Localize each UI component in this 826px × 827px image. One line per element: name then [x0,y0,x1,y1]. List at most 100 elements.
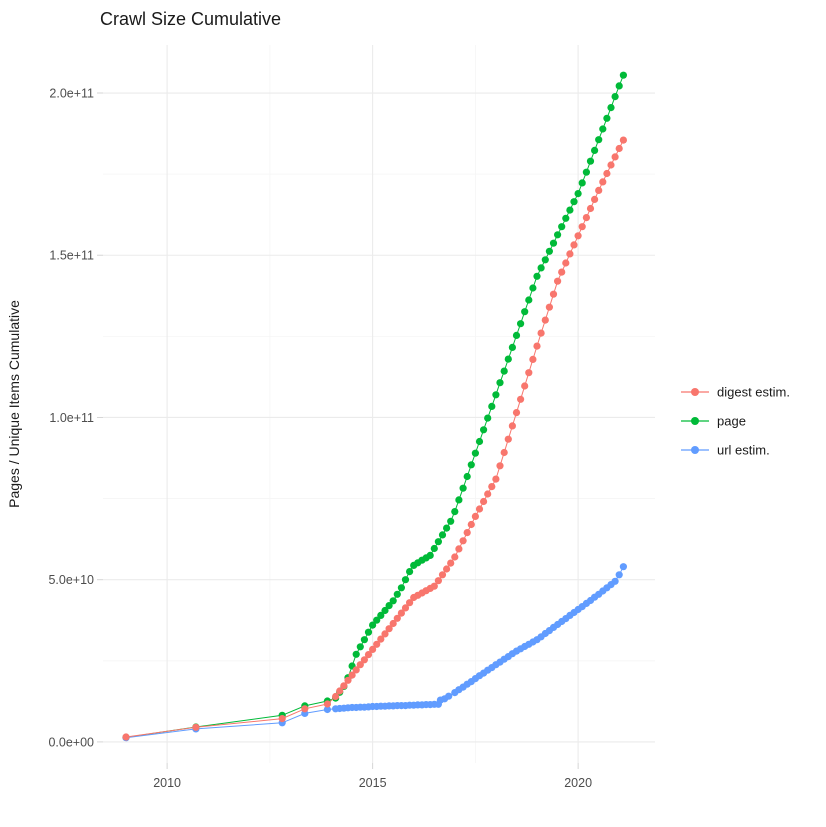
data-point [352,650,360,658]
data-point [393,590,401,598]
data-point [401,576,410,584]
data-point [574,232,582,240]
data-point [599,178,607,186]
data-point [492,391,500,399]
data-point [447,559,455,567]
y-tick-label: 0.0e+00 [48,735,94,749]
data-point [549,239,558,247]
data-point [397,609,405,617]
data-point [525,296,533,304]
data-point [554,231,562,239]
data-point [445,692,453,700]
data-point [344,676,352,684]
data-point [611,577,619,585]
data-point [619,563,628,571]
data-point [475,505,484,513]
data-point [578,223,586,231]
data-point [434,577,442,585]
data-point [430,582,438,590]
x-tick-label: 2010 [153,776,181,790]
data-point [484,414,492,422]
data-point [529,284,537,292]
data-point [356,643,364,651]
data-point [521,382,529,390]
data-point [438,571,447,579]
data-point [332,692,340,701]
legend-key-point [691,446,699,454]
legend-item: digest estim. [681,385,790,400]
data-point [484,490,492,498]
legend-key-point [691,388,699,396]
chart-title: Crawl Size Cumulative [100,9,281,29]
data-point [603,169,611,178]
data-point [558,223,566,231]
data-point [500,448,508,457]
data-point [360,636,368,644]
data-point [364,651,373,659]
data-point [533,342,541,350]
series-url-estim [122,563,628,742]
data-point [480,426,488,434]
data-point [496,462,504,470]
data-point [369,621,377,629]
data-point [455,545,463,553]
data-point [607,104,615,112]
data-point [471,512,479,521]
data-point [364,628,373,636]
data-point [488,402,496,410]
data-point [611,93,619,101]
data-point [459,537,467,545]
data-point [537,329,545,337]
legend-label: digest estim. [717,385,790,400]
data-point [471,449,479,457]
data-point [619,71,628,79]
data-point [512,409,521,417]
series-page [122,71,628,742]
data-point [619,136,628,144]
data-point [492,475,500,483]
data-point [381,606,389,615]
data-point [451,553,459,561]
legend: digest estim. page url estim. [681,385,790,458]
data-point [488,483,496,491]
data-point [525,369,533,377]
data-point [406,568,414,576]
data-point [323,700,331,708]
data-point [537,264,545,272]
data-point [517,320,525,328]
data-point [385,625,393,633]
y-axis-title: Pages / Unique Items Cumulative [6,300,22,508]
data-point [558,268,566,276]
data-point [434,538,442,546]
data-point [541,316,549,324]
data-point [389,597,397,605]
series-layer [122,71,628,742]
x-tick-label: 2020 [564,776,592,790]
legend-label: page [717,414,746,429]
data-point [504,435,512,443]
data-point [278,715,286,723]
data-point [599,125,607,133]
data-point [467,461,475,469]
data-point [566,206,574,214]
data-point [595,186,603,194]
x-tick-label: 2015 [359,776,387,790]
axis-tick-layer: 2010 2015 2020 0.0e+00 5.0e+10 1.0e+11 1.5e+11… [48,87,592,790]
data-point [369,645,377,654]
legend-item: page [681,414,746,429]
data-point [504,355,512,363]
y-tick-label: 5.0e+10 [48,573,94,587]
data-point [521,308,529,316]
grid-layer [103,45,655,763]
legend-key-point [691,417,699,425]
data-point [517,395,525,403]
data-point [562,214,570,222]
data-point [615,571,623,579]
data-point [549,290,558,298]
data-point [566,250,574,258]
data-point [377,611,385,620]
data-point [438,531,447,539]
data-point [406,599,414,607]
data-point [393,614,401,622]
data-point [447,517,455,525]
